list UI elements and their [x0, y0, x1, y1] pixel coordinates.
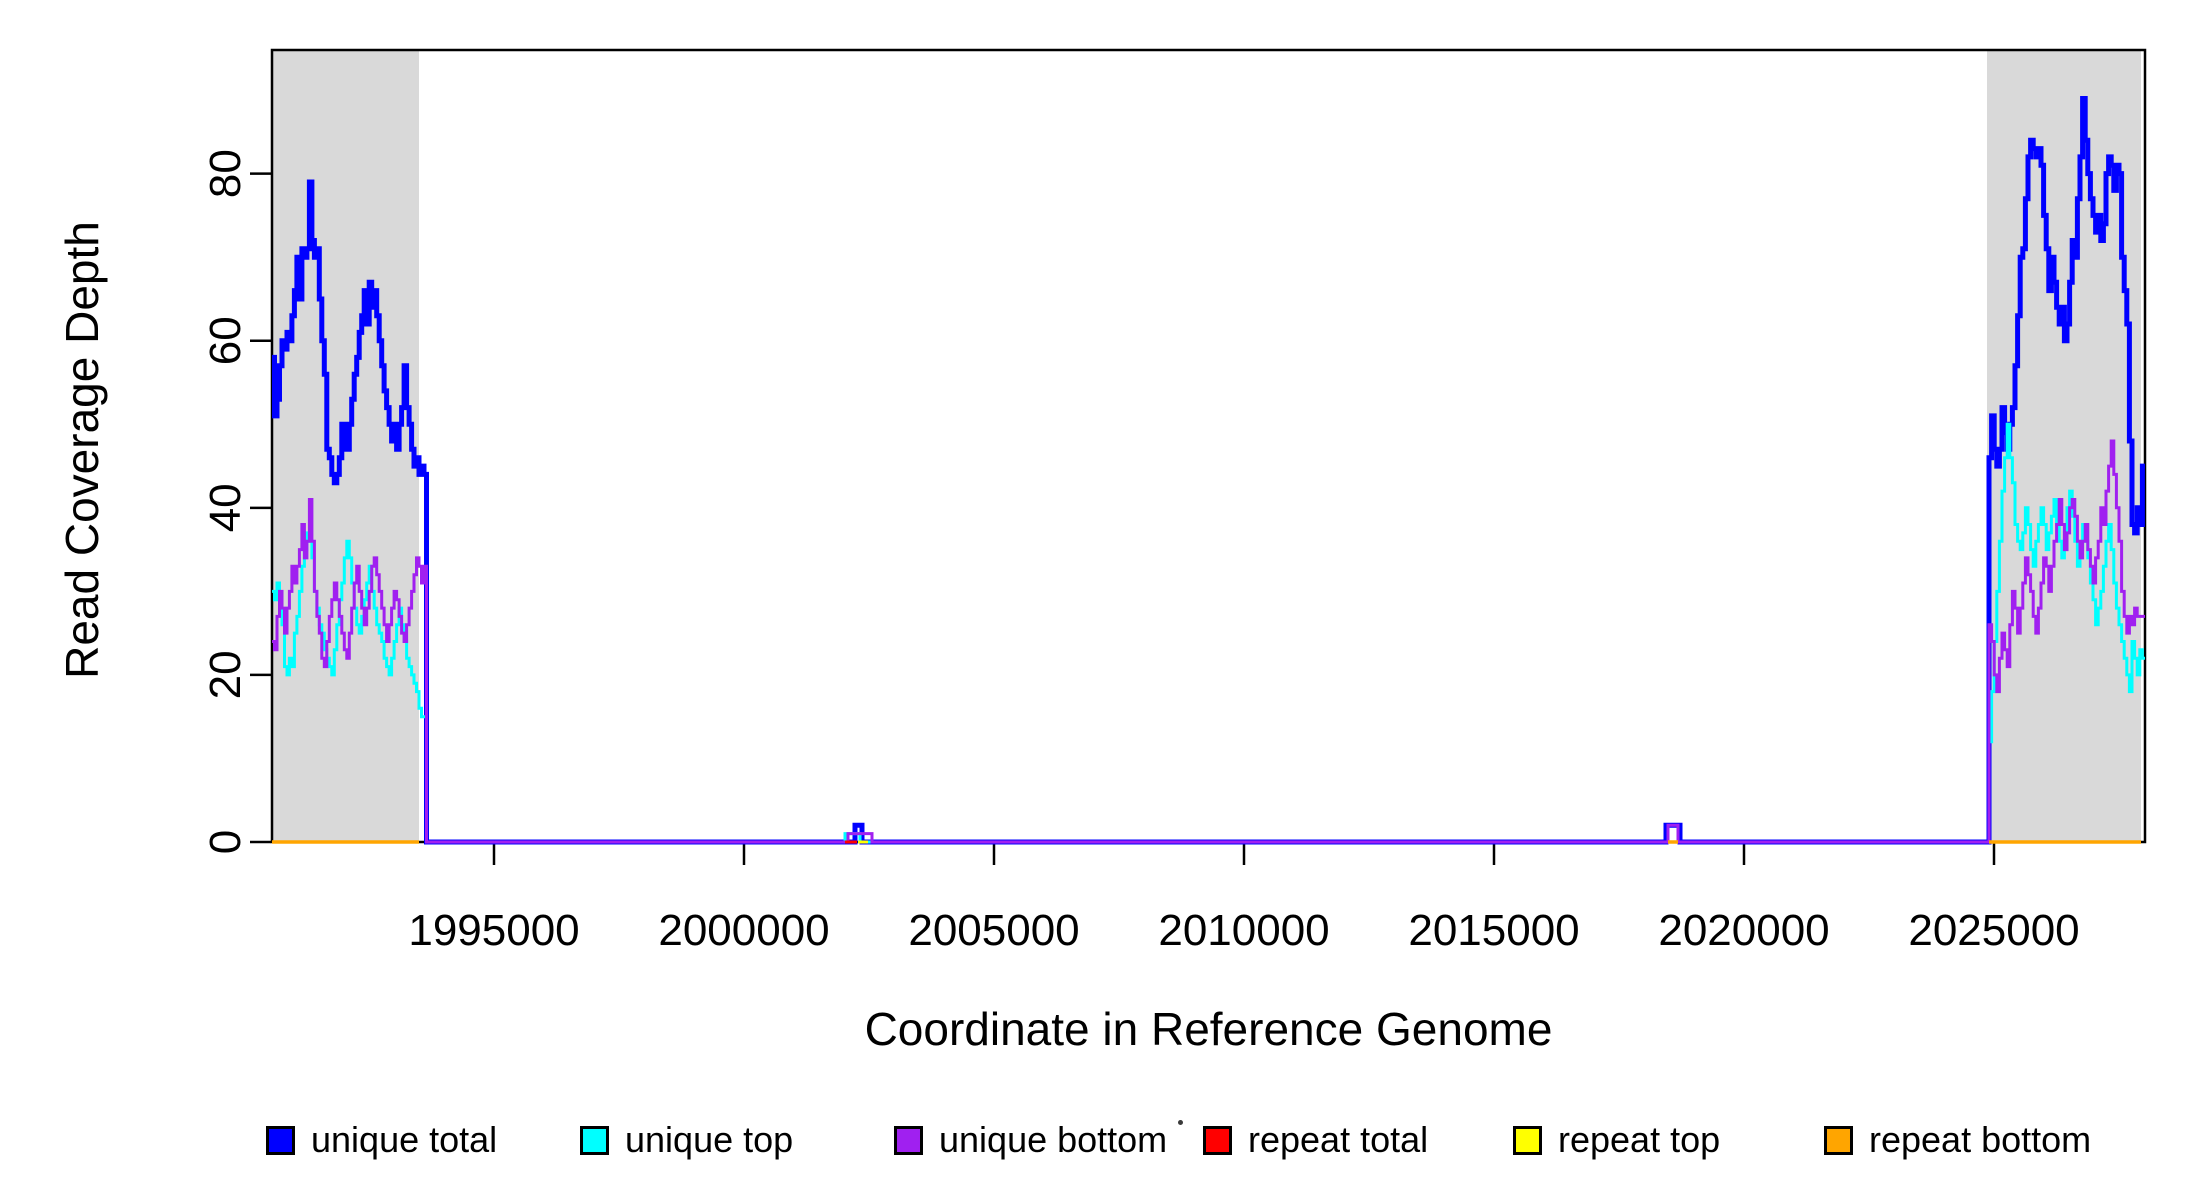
legend-label: unique top — [625, 1119, 794, 1160]
legend-swatch-unique-total — [266, 1125, 295, 1155]
stray-dot-artifact — [1178, 1120, 1183, 1125]
x-tick-label: 2015000 — [1408, 906, 1579, 955]
y-axis-title: Read Coverage Depth — [56, 221, 108, 679]
y-tick-label: 40 — [201, 483, 250, 532]
x-tick-label: 2025000 — [1908, 906, 2079, 955]
legend-label: repeat bottom — [1869, 1119, 2092, 1160]
x-tick-label: 2005000 — [908, 906, 1079, 955]
y-tick-label: 80 — [201, 149, 250, 198]
x-axis-title: Coordinate in Reference Genome — [864, 1003, 1553, 1055]
legend-swatch-unique-top — [580, 1125, 609, 1155]
y-tick-label: 0 — [201, 830, 250, 854]
x-tick-label: 2000000 — [658, 906, 829, 955]
x-tick-label: 2020000 — [1658, 906, 1829, 955]
legend-item-unique-bottom: unique bottom — [894, 1119, 1168, 1160]
legend-label: unique bottom — [939, 1119, 1168, 1160]
x-tick-label: 1995000 — [408, 906, 579, 955]
legend: unique total unique top unique bottom repea… — [0, 1119, 2200, 1180]
legend-label: repeat top — [1558, 1119, 1721, 1160]
legend-item-repeat-total: repeat total — [1203, 1119, 1429, 1160]
legend-swatch-repeat-total — [1203, 1125, 1232, 1155]
legend-swatch-repeat-bottom — [1824, 1125, 1853, 1155]
y-tick-label: 60 — [201, 316, 250, 365]
series-line-unique-top — [272, 422, 2145, 844]
legend-item-unique-top: unique top — [580, 1119, 794, 1160]
legend-item-repeat-bottom: repeat bottom — [1824, 1119, 2092, 1160]
legend-swatch-unique-bottom — [894, 1125, 923, 1155]
legend-item-repeat-top: repeat top — [1513, 1119, 1721, 1160]
legend-label: unique total — [311, 1119, 498, 1160]
series-line-unique-bottom — [272, 439, 2145, 844]
plot-border — [270, 48, 2147, 844]
legend-swatch-repeat-top — [1513, 1125, 1542, 1155]
legend-item-unique-total: unique total — [266, 1119, 498, 1160]
y-tick-label: 20 — [201, 650, 250, 699]
x-tick-label: 2010000 — [1158, 906, 1329, 955]
series-line-unique-total — [272, 96, 2145, 845]
legend-label: repeat total — [1248, 1119, 1429, 1160]
